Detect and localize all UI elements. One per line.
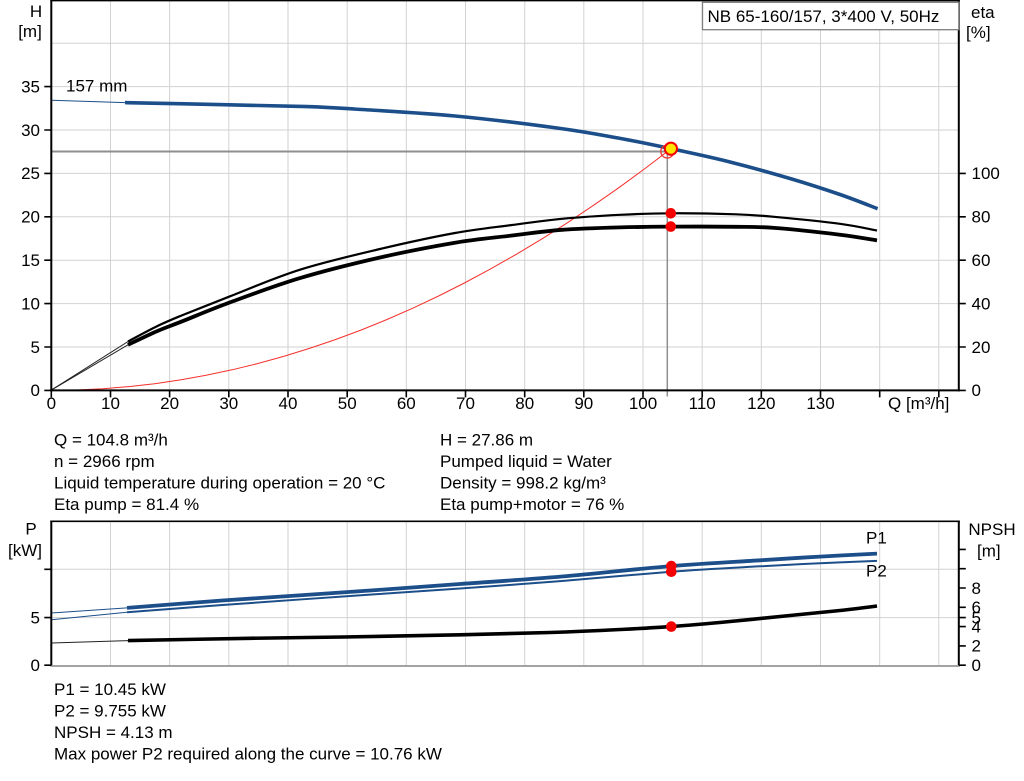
svg-text:2: 2: [972, 637, 981, 656]
svg-text:Liquid temperature during oper: Liquid temperature during operation = 20…: [54, 474, 385, 493]
svg-text:40: 40: [972, 294, 991, 313]
svg-text:40: 40: [279, 394, 298, 413]
svg-text:[%]: [%]: [966, 23, 991, 42]
svg-text:100: 100: [972, 164, 1000, 183]
svg-text:P1: P1: [866, 528, 887, 547]
svg-text:0: 0: [47, 394, 56, 413]
svg-text:5: 5: [31, 608, 40, 627]
svg-text:Density = 998.2 kg/m³: Density = 998.2 kg/m³: [440, 474, 606, 493]
svg-text:H = 27.86 m: H = 27.86 m: [440, 431, 533, 450]
svg-text:[m]: [m]: [977, 542, 1001, 561]
svg-text:H: H: [30, 2, 42, 21]
svg-text:P: P: [25, 520, 36, 539]
svg-text:Eta pump+motor = 76 %: Eta pump+motor = 76 %: [440, 495, 624, 514]
svg-text:0: 0: [972, 656, 981, 675]
svg-text:110: 110: [689, 394, 716, 413]
svg-text:60: 60: [972, 251, 991, 270]
svg-text:Max power P2 required along th: Max power P2 required along the curve = …: [54, 745, 442, 764]
svg-text:P2 = 9.755 kW: P2 = 9.755 kW: [54, 702, 166, 721]
svg-text:80: 80: [515, 394, 534, 413]
svg-text:4: 4: [972, 617, 981, 636]
svg-text:[kW]: [kW]: [8, 541, 42, 560]
svg-text:50: 50: [338, 394, 357, 413]
svg-text:5: 5: [31, 338, 40, 357]
svg-text:0: 0: [972, 381, 981, 400]
svg-text:P1 = 10.45 kW: P1 = 10.45 kW: [54, 680, 166, 699]
svg-text:10: 10: [101, 394, 120, 413]
svg-text:70: 70: [456, 394, 475, 413]
svg-text:P2: P2: [866, 562, 887, 581]
svg-text:20: 20: [21, 208, 40, 227]
svg-text:80: 80: [972, 208, 991, 227]
svg-text:Eta pump = 81.4 %: Eta pump = 81.4 %: [54, 495, 199, 514]
svg-text:25: 25: [21, 164, 40, 183]
svg-text:NPSH: NPSH: [968, 520, 1015, 539]
svg-text:157 mm: 157 mm: [66, 77, 127, 96]
svg-text:30: 30: [219, 394, 238, 413]
svg-text:15: 15: [21, 251, 40, 270]
svg-text:60: 60: [397, 394, 416, 413]
svg-text:Q [m³/h]: Q [m³/h]: [888, 394, 949, 413]
svg-text:eta: eta: [971, 3, 995, 22]
svg-text:[m]: [m]: [18, 22, 42, 41]
svg-text:10: 10: [21, 294, 40, 313]
svg-text:Q = 104.8 m³/h: Q = 104.8 m³/h: [54, 431, 168, 450]
svg-text:0: 0: [31, 656, 40, 675]
svg-text:NB 65-160/157, 3*400 V, 50Hz: NB 65-160/157, 3*400 V, 50Hz: [708, 7, 940, 26]
svg-text:0: 0: [31, 381, 40, 400]
svg-text:5: 5: [972, 608, 981, 627]
svg-text:130: 130: [806, 394, 834, 413]
svg-text:Pumped liquid = Water: Pumped liquid = Water: [440, 452, 612, 471]
svg-text:35: 35: [21, 77, 40, 96]
svg-text:8: 8: [972, 579, 981, 598]
svg-text:30: 30: [21, 121, 40, 140]
svg-text:20: 20: [972, 338, 991, 357]
svg-text:90: 90: [574, 394, 593, 413]
svg-text:20: 20: [160, 394, 179, 413]
svg-text:120: 120: [747, 394, 775, 413]
svg-text:n = 2966 rpm: n = 2966 rpm: [54, 452, 155, 471]
svg-text:NPSH = 4.13 m: NPSH = 4.13 m: [54, 723, 173, 742]
svg-text:100: 100: [629, 394, 657, 413]
svg-text:6: 6: [972, 598, 981, 617]
